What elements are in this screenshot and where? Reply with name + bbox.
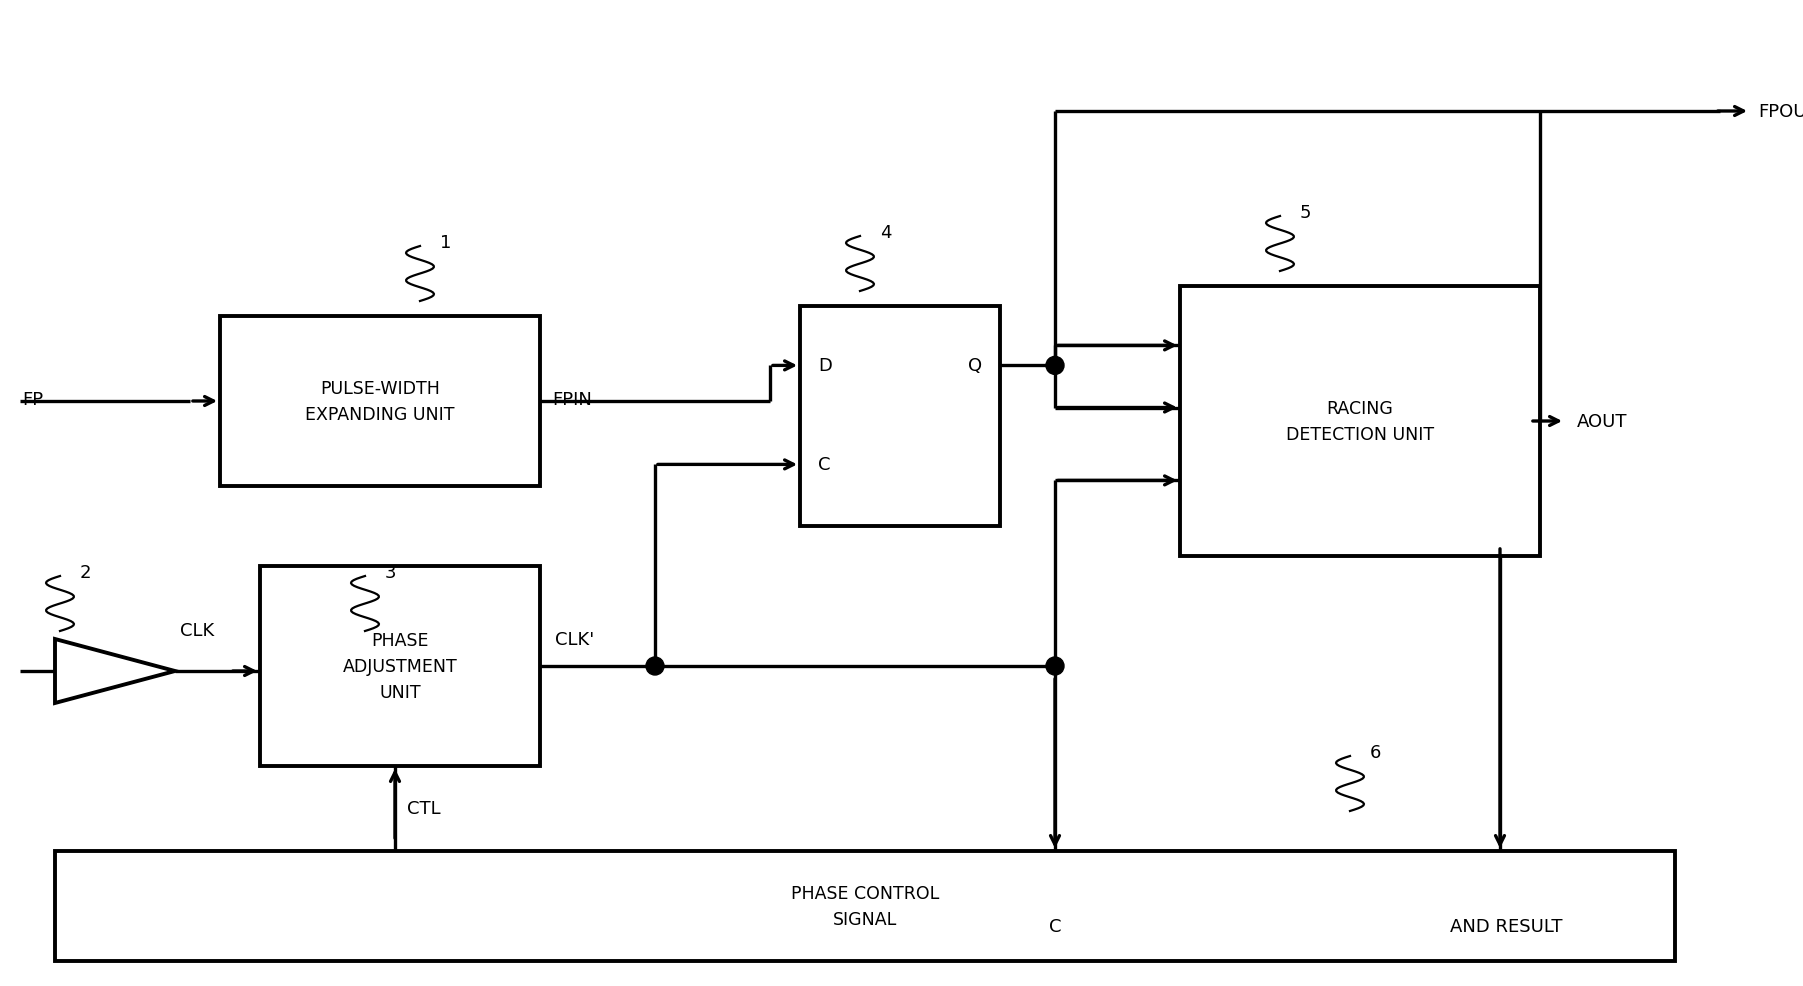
Text: RACING
DETECTION UNIT: RACING DETECTION UNIT — [1286, 399, 1433, 444]
Text: PHASE
ADJUSTMENT
UNIT: PHASE ADJUSTMENT UNIT — [343, 631, 458, 702]
Text: 3: 3 — [386, 563, 397, 582]
Text: C: C — [1049, 917, 1062, 935]
Text: CLK: CLK — [180, 621, 215, 639]
Circle shape — [645, 658, 664, 675]
Text: AOUT: AOUT — [1578, 412, 1628, 431]
Text: D: D — [819, 357, 831, 375]
FancyBboxPatch shape — [1179, 287, 1540, 556]
Text: FP: FP — [22, 390, 43, 408]
Text: PHASE CONTROL
SIGNAL: PHASE CONTROL SIGNAL — [792, 883, 939, 928]
FancyBboxPatch shape — [220, 317, 541, 486]
Text: 6: 6 — [1370, 743, 1381, 761]
Text: CTL: CTL — [407, 800, 440, 817]
Polygon shape — [56, 639, 175, 703]
Text: Q: Q — [968, 357, 983, 375]
Text: PULSE-WIDTH
EXPANDING UNIT: PULSE-WIDTH EXPANDING UNIT — [305, 380, 454, 424]
FancyBboxPatch shape — [801, 307, 1001, 527]
Text: 4: 4 — [880, 224, 891, 242]
Text: CLK': CLK' — [555, 630, 595, 649]
Text: 2: 2 — [79, 563, 92, 582]
Circle shape — [1046, 658, 1064, 675]
Text: FPOUT: FPOUT — [1758, 103, 1803, 121]
Text: FPIN: FPIN — [552, 390, 591, 408]
FancyBboxPatch shape — [56, 851, 1675, 961]
Text: 1: 1 — [440, 234, 451, 251]
Text: AND RESULT: AND RESULT — [1450, 917, 1563, 935]
Circle shape — [1046, 357, 1064, 375]
Text: C: C — [819, 456, 831, 474]
Text: 5: 5 — [1300, 204, 1311, 222]
FancyBboxPatch shape — [260, 566, 541, 766]
